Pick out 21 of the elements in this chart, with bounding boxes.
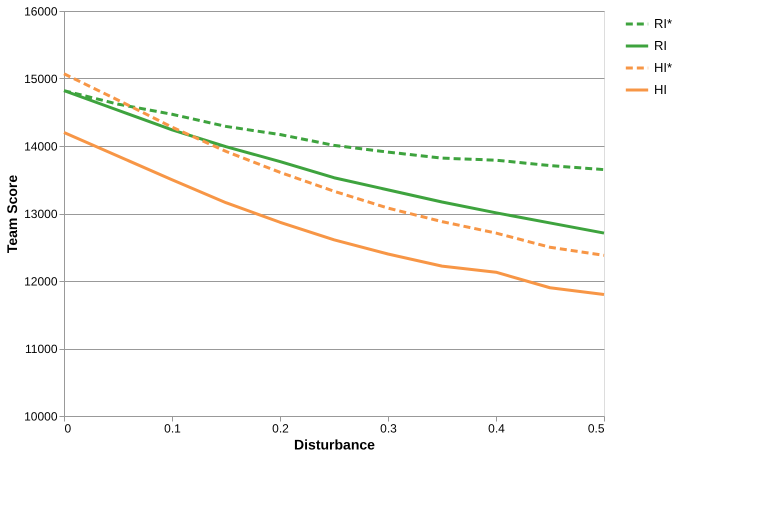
line-series [62,131,606,296]
legend-label: RI* [654,16,672,31]
y-tick-label: 13000 [24,207,58,221]
x-tick-label: 0.1 [164,422,182,436]
legend-label: HI [654,82,667,97]
x-tick-label: 0.2 [272,422,290,436]
y-tick-label: 15000 [24,72,58,86]
y-tick-label: 16000 [24,4,58,18]
y-tick-label: 14000 [24,140,58,154]
x-tick-label: 0.3 [380,422,398,436]
y-tick-label: 11000 [25,342,58,356]
y-tick-label: 12000 [24,274,58,288]
x-axis-title: Disturbance [294,436,376,452]
y-tick-label: 10000 [24,410,58,424]
x-tick-label: 0.4 [488,422,506,436]
legend-label: HI* [654,60,672,75]
x-tick-label: 0 [64,422,72,436]
line-series [62,72,606,257]
x-tick-label: 0.5 [588,422,605,436]
legend-label: RI [654,38,667,53]
y-axis-title: Team Score [4,174,20,254]
